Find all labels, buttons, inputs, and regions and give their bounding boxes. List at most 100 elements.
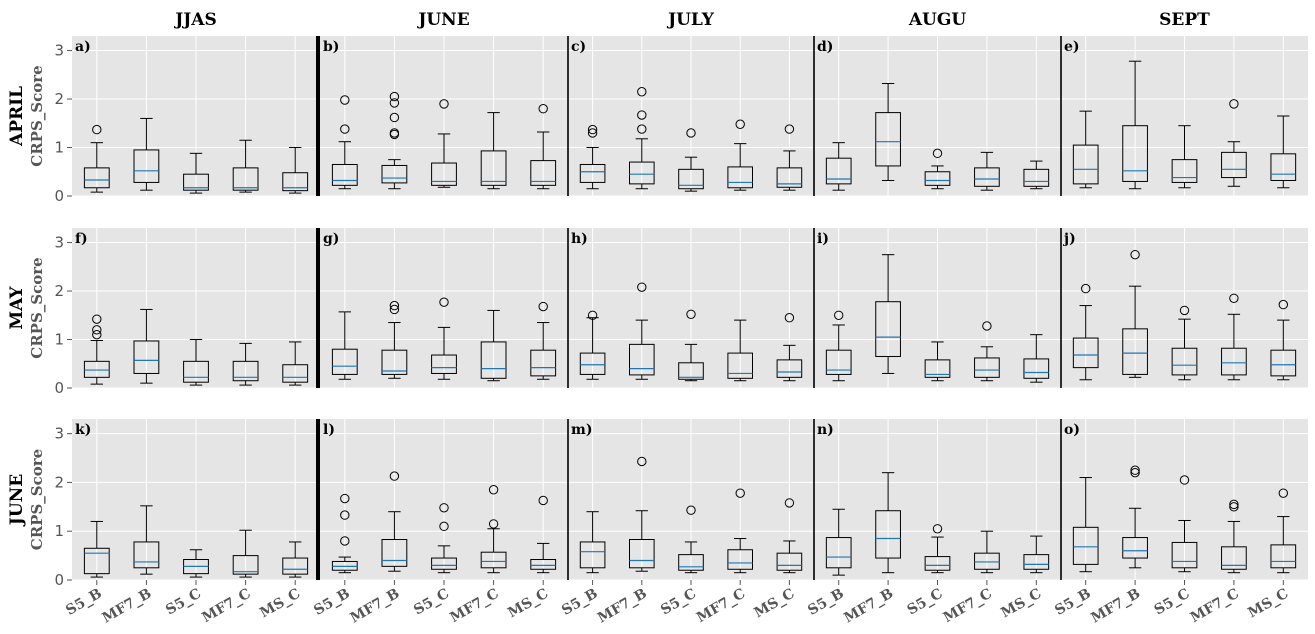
box-outlier (686, 309, 696, 320)
x-tick-label: MF7_B (841, 586, 896, 627)
box-outlier (538, 495, 548, 506)
box-outlier (784, 312, 795, 323)
box-iqr (1122, 328, 1148, 375)
y-tick-label: 0 (54, 571, 64, 589)
x-tick-label: MS_C (505, 586, 551, 622)
row-title: MAY (7, 285, 27, 329)
box-iqr (282, 172, 309, 192)
box-iqr (727, 352, 754, 379)
box-iqr (727, 166, 754, 189)
box-outlier (932, 524, 943, 534)
box-outlier (982, 321, 992, 331)
box-iqr (480, 341, 507, 379)
box-iqr (1072, 144, 1099, 185)
box-outlier (1278, 299, 1289, 310)
box-iqr (83, 547, 110, 575)
box-outlier (784, 498, 795, 508)
box-iqr (1221, 546, 1247, 570)
box-outlier (340, 510, 350, 520)
box-iqr (579, 541, 606, 569)
x-tick-label: MF7_C (447, 586, 501, 627)
box-iqr (825, 157, 852, 185)
box-iqr (678, 362, 704, 380)
panel-label: d) (817, 39, 833, 55)
x-tick-label: S5_C (658, 586, 699, 619)
y-tick-label: 2 (54, 90, 64, 108)
box-iqr (133, 149, 160, 183)
box-iqr (431, 557, 457, 570)
x-tick-label: MF7_C (941, 586, 995, 627)
x-tick-label: S5_C (905, 586, 946, 619)
box-iqr (530, 349, 557, 377)
panel-label: b) (323, 39, 339, 55)
box-iqr (331, 348, 358, 375)
box-iqr (776, 359, 803, 378)
x-tick-label: MS_C (998, 586, 1044, 622)
box-iqr (1023, 358, 1050, 379)
box-iqr (974, 357, 1000, 378)
box-outlier (538, 104, 548, 114)
box-outlier (92, 124, 102, 135)
box-iqr (480, 551, 507, 569)
x-tick-label: MF7_C (199, 586, 253, 627)
x-tick-label: MS_C (1245, 586, 1291, 622)
x-tick-label: MF7_B (1088, 586, 1143, 627)
box-iqr (1171, 159, 1198, 183)
x-tick-label: S5_B (311, 586, 353, 619)
box-iqr (875, 510, 901, 559)
x-tick-label: MF7_B (595, 586, 650, 627)
box-iqr (133, 541, 160, 569)
box-iqr (232, 360, 259, 382)
box-iqr (1221, 347, 1247, 376)
box-iqr (974, 167, 1000, 187)
box-outlier (1179, 475, 1190, 485)
box-outlier (1179, 305, 1190, 316)
box-iqr (579, 352, 606, 375)
box-iqr (825, 537, 852, 569)
box-iqr (1122, 125, 1148, 182)
column-title: JULY (666, 10, 715, 30)
axis-ticks (67, 50, 1284, 585)
y-axis-label: CRPS_Score (28, 257, 46, 358)
box-outlier (1130, 467, 1140, 478)
box-outlier (637, 124, 647, 134)
box-outlier (587, 310, 598, 320)
column-title: JJAS (173, 10, 217, 30)
box-iqr (530, 559, 557, 570)
box-outlier (1130, 249, 1140, 260)
row-title: APRIL (7, 86, 27, 147)
box-iqr (480, 150, 507, 186)
y-tick-label: 1 (54, 331, 64, 349)
box-outlier (389, 112, 400, 123)
y-tick-label: 0 (54, 379, 64, 397)
box-iqr (776, 167, 803, 188)
box-iqr (282, 364, 309, 383)
panel-background (72, 419, 1308, 580)
panel-label: g) (323, 231, 339, 247)
row-title: JUNE (7, 474, 27, 527)
box-iqr (530, 160, 557, 186)
box-iqr (678, 168, 704, 190)
box-outlier (637, 87, 647, 97)
box-iqr (1023, 554, 1050, 570)
x-tick-label: MS_C (752, 586, 798, 622)
box-iqr (1072, 337, 1099, 369)
box-iqr (727, 549, 754, 570)
box-iqr (183, 360, 209, 383)
y-tick-label: 3 (54, 425, 64, 443)
box-outlier (784, 124, 795, 134)
box-outlier (340, 493, 350, 504)
box-iqr (381, 539, 408, 567)
y-tick-label: 1 (54, 522, 64, 540)
box-iqr (331, 163, 358, 186)
x-tick-label: MF7_B (100, 586, 155, 627)
x-tick-label: MF7_C (694, 586, 748, 627)
panel-label: h) (571, 231, 588, 247)
box-outlier (1229, 99, 1239, 109)
box-iqr (825, 349, 852, 375)
y-tick-label: 1 (54, 139, 64, 157)
box-outlier (340, 536, 350, 546)
x-tick-label: S5_B (63, 586, 105, 619)
y-tick-label: 3 (54, 234, 64, 252)
